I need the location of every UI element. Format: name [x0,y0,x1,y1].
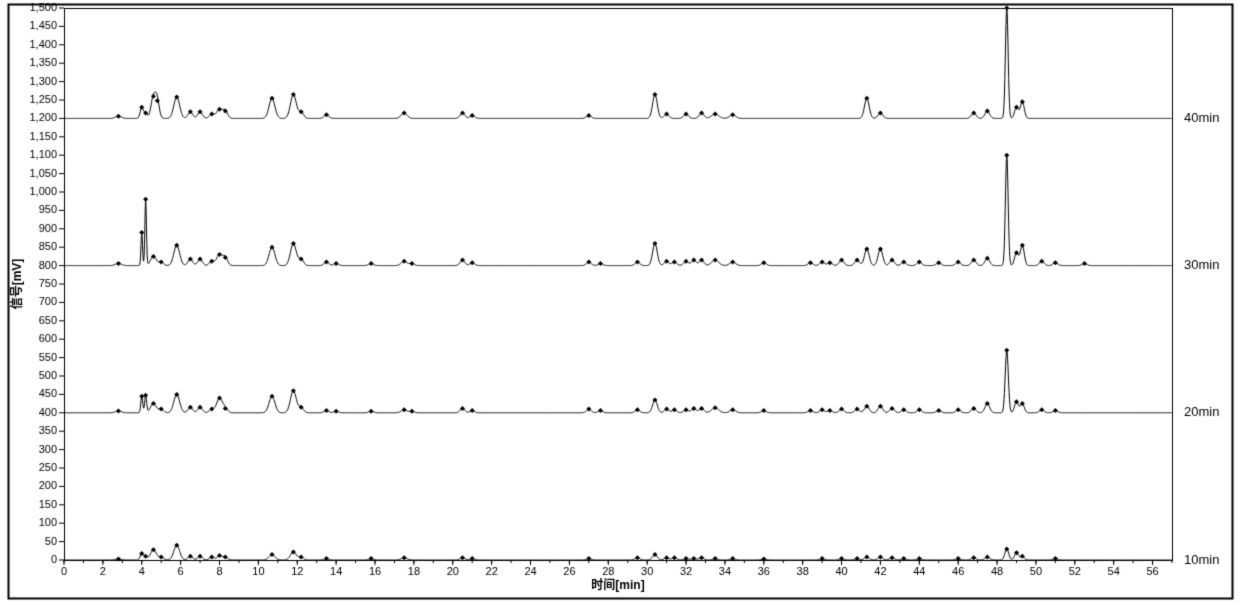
chromatogram-chart [0,0,1240,603]
chart-figure: 时间[min] 信号[mV] 10min 20min 30min 40min [0,0,1240,603]
